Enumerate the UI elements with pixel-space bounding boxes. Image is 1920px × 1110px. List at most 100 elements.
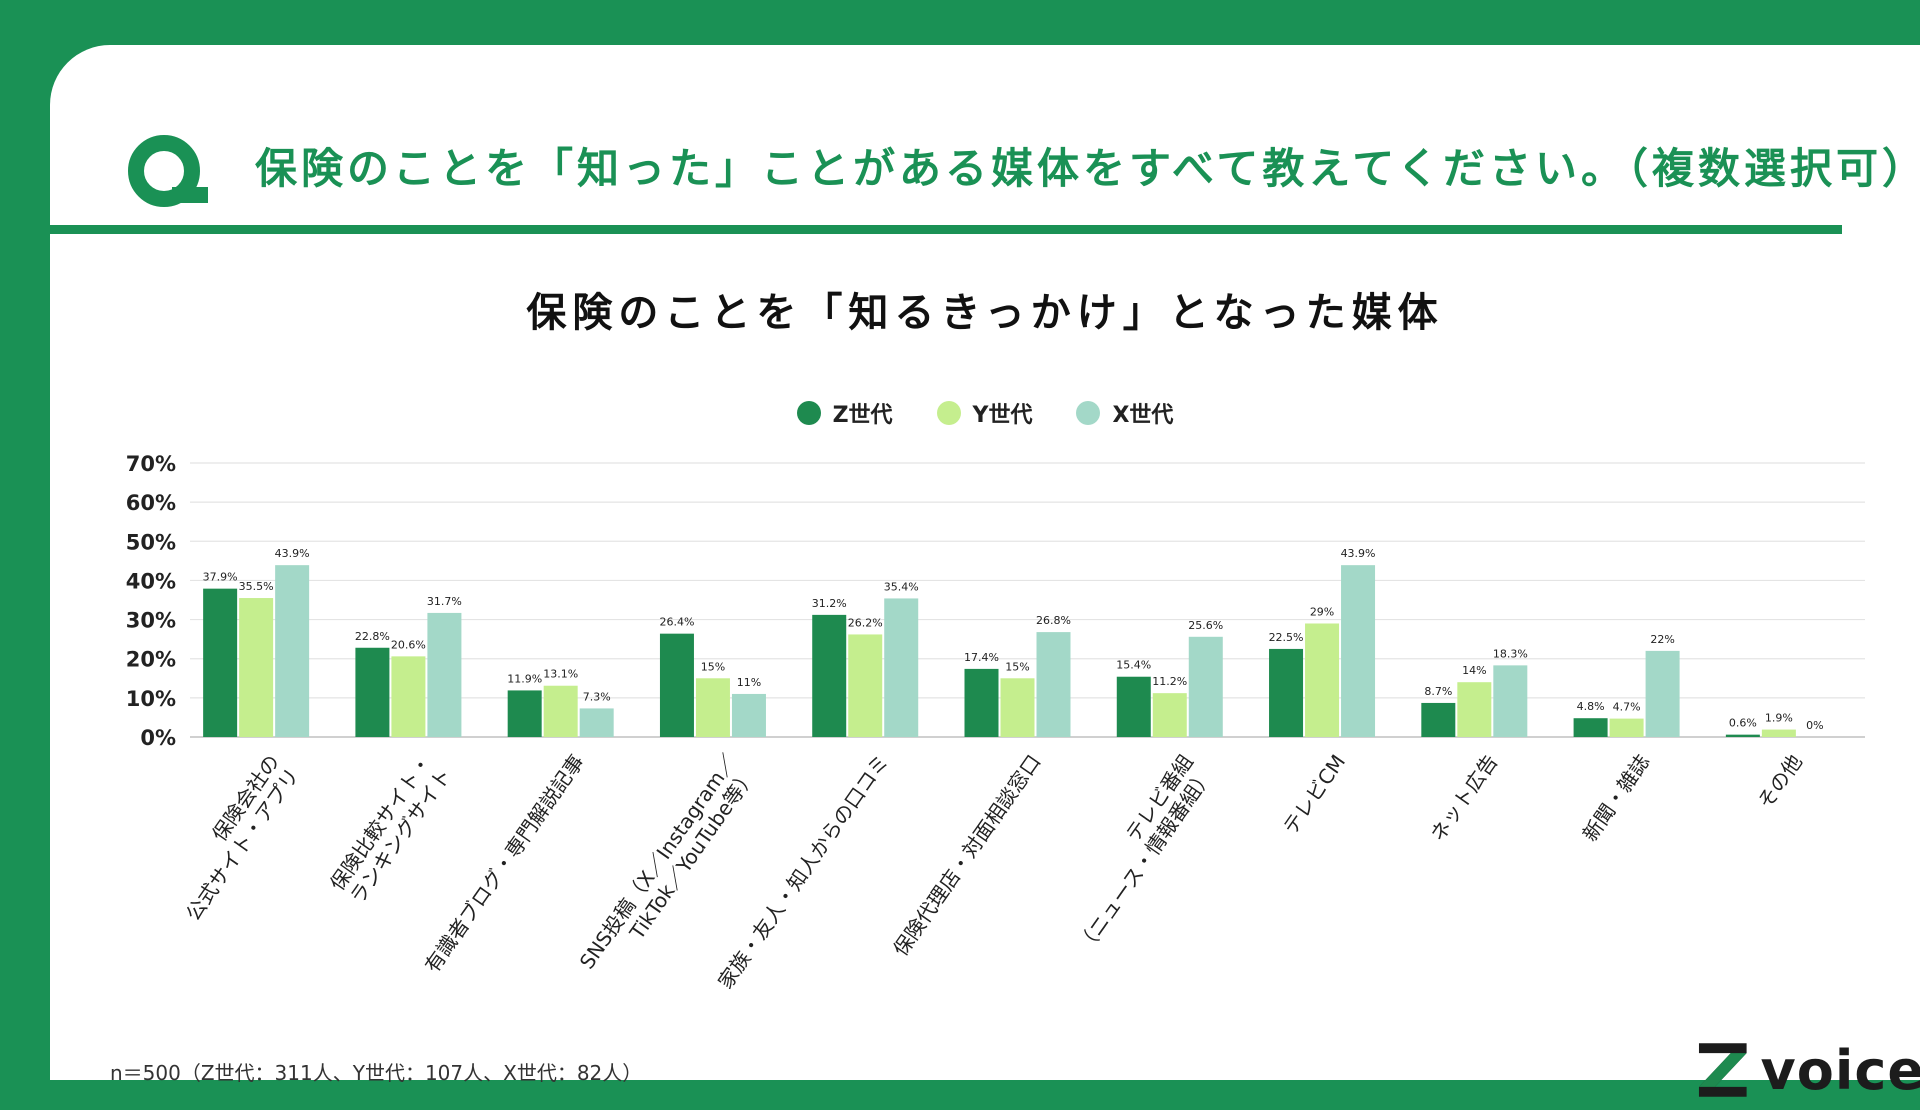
y-tick-label: 10% — [126, 687, 176, 711]
data-label: 31.7% — [427, 595, 462, 608]
bar — [1457, 682, 1492, 737]
bar — [1188, 636, 1223, 737]
y-tick-label: 20% — [126, 648, 176, 672]
content-card: 保険のことを「知った」ことがある媒体をすべて教えてください。（複数選択可） 保険… — [50, 45, 1920, 1102]
x-tick-label-line: （ニュース・情報番組） — [1072, 764, 1217, 957]
data-label: 15.4% — [1116, 659, 1151, 672]
x-tick-label: 保険比較サイト・ランキングサイト — [325, 750, 456, 909]
x-tick-label-line: 新聞・雑誌 — [1578, 750, 1655, 846]
data-label: 11.9% — [507, 672, 542, 685]
legend-swatch-x — [1076, 401, 1101, 425]
bar — [1609, 718, 1644, 737]
z-logo-icon — [1698, 1043, 1747, 1097]
chart-legend: Z世代 Y世代 X世代 — [50, 397, 1920, 429]
data-label: 29% — [1310, 605, 1334, 618]
x-tick-label: テレビCM — [1278, 750, 1350, 839]
legend-label-y: Y世代 — [972, 403, 1033, 428]
bar — [1493, 665, 1528, 737]
bar — [239, 598, 274, 737]
data-label: 1.9% — [1765, 712, 1793, 725]
data-label: 43.9% — [1341, 547, 1376, 560]
bar — [1761, 729, 1796, 737]
legend-swatch-z — [796, 401, 821, 425]
sample-size-note: n＝500（Z世代：311人、Y世代：107人、X世代：82人） — [110, 1061, 643, 1085]
bar — [391, 656, 426, 737]
data-label: 7.3% — [583, 690, 611, 703]
data-label: 22% — [1650, 633, 1674, 646]
data-label: 4.8% — [1577, 700, 1605, 713]
legend-label-z: Z世代 — [832, 403, 893, 428]
data-label: 0% — [1806, 719, 1823, 732]
bar — [964, 668, 999, 737]
data-label: 25.6% — [1188, 619, 1223, 632]
legend-item-x: X世代 — [1076, 397, 1173, 429]
data-label: 22.5% — [1269, 631, 1304, 644]
x-tick-label-line: ネット広告 — [1425, 750, 1502, 846]
bar — [507, 690, 542, 737]
bar — [1305, 623, 1340, 737]
x-tick-label: 新聞・雑誌 — [1578, 750, 1655, 846]
x-tick-label: テレビ番組（ニュース・情報番組） — [1053, 750, 1218, 957]
data-label: 37.9% — [203, 571, 238, 584]
data-label: 35.5% — [239, 580, 274, 593]
question-text: 保険のことを「知った」ことがある媒体をすべて教えてください。（複数選択可） — [255, 144, 1920, 193]
data-label: 11% — [737, 676, 761, 689]
x-tick-label-line: 保険代理店・対面相談窓口 — [888, 750, 1045, 960]
data-label: 4.7% — [1613, 701, 1641, 714]
x-tick-label: ネット広告 — [1425, 750, 1502, 846]
data-label: 15% — [701, 660, 725, 673]
bar — [1421, 702, 1456, 737]
y-tick-label: 50% — [126, 530, 176, 554]
legend-item-y: Y世代 — [936, 397, 1033, 429]
bar — [731, 693, 766, 737]
bar — [1000, 678, 1035, 737]
y-tick-label: 0% — [140, 726, 176, 750]
bar — [543, 685, 578, 737]
data-label: 31.2% — [812, 597, 847, 610]
x-tick-label: その他 — [1753, 750, 1807, 813]
y-tick-label: 60% — [126, 491, 176, 515]
bar — [1269, 648, 1304, 737]
bar — [203, 588, 238, 737]
logo-text: voice — [1760, 1038, 1920, 1102]
data-label: 22.8% — [355, 630, 390, 643]
y-tick-label: 40% — [126, 569, 176, 593]
bar — [579, 708, 614, 737]
bar — [355, 647, 390, 737]
bar — [1341, 565, 1376, 737]
bar — [1036, 632, 1071, 737]
bar — [848, 634, 883, 737]
y-tick-label: 70% — [126, 452, 176, 476]
data-label: 17.4% — [964, 651, 999, 664]
chart-title: 保険のことを「知るきっかけ」となった媒体 — [526, 290, 1444, 336]
data-label: 26.4% — [659, 616, 694, 629]
data-label: 26.8% — [1036, 614, 1071, 627]
legend-swatch-y — [936, 401, 961, 425]
y-tick-label: 30% — [126, 609, 176, 633]
bar — [884, 598, 919, 737]
data-label: 8.7% — [1424, 685, 1452, 698]
bar — [1573, 718, 1608, 737]
header-divider — [50, 225, 1842, 234]
x-tick-label: 保険会社の公式サイト・アプリ — [161, 750, 304, 925]
bar — [1152, 693, 1187, 737]
bar — [1645, 650, 1680, 737]
data-label: 43.9% — [275, 547, 310, 560]
data-label: 14% — [1462, 664, 1486, 677]
data-label: 18.3% — [1493, 647, 1528, 660]
bar — [275, 565, 310, 737]
bar — [427, 612, 462, 737]
zvoice-logo: voice — [1695, 1030, 1920, 1110]
bar — [659, 633, 694, 737]
q-icon — [128, 135, 208, 207]
data-label: 13.1% — [543, 668, 578, 681]
x-tick-label-line: その他 — [1753, 750, 1807, 813]
legend-item-z: Z世代 — [796, 397, 893, 429]
legend-label-x: X世代 — [1112, 403, 1174, 428]
data-label: 20.6% — [391, 638, 426, 651]
x-tick-label-line: テレビCM — [1278, 750, 1350, 839]
bar — [1725, 734, 1760, 737]
bar — [812, 614, 847, 737]
bar — [695, 678, 730, 737]
x-tick-label-line: SNS投稿（X／Instagram／ — [575, 750, 741, 973]
